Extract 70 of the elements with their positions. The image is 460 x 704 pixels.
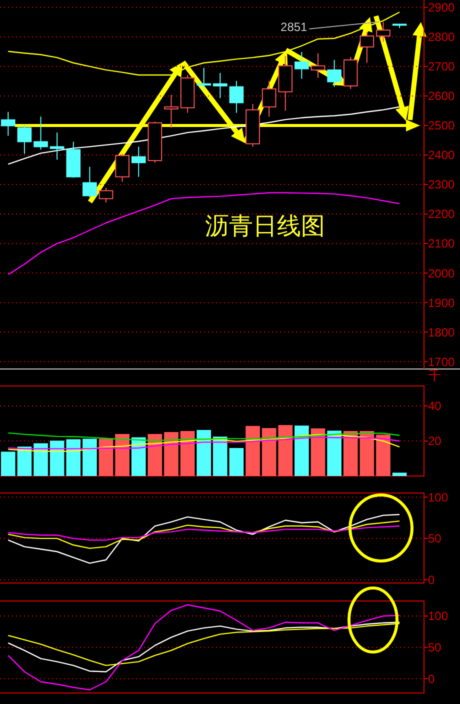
bar bbox=[34, 443, 48, 476]
bar bbox=[66, 439, 81, 476]
bar bbox=[131, 437, 146, 476]
candlestick bbox=[213, 72, 228, 99]
y-tick-label: 1700 bbox=[428, 354, 456, 369]
y-tick-label: 100 bbox=[428, 490, 448, 504]
bar bbox=[148, 434, 162, 476]
y-tick-label: 2000 bbox=[428, 266, 456, 280]
y-axis-title: 千 bbox=[428, 369, 441, 384]
bar bbox=[213, 436, 228, 476]
bar bbox=[343, 431, 358, 476]
candlestick bbox=[262, 80, 276, 118]
text: 沥青日线图 bbox=[205, 212, 325, 240]
y-tick-label: 0 bbox=[428, 572, 435, 587]
candlestick bbox=[310, 52, 326, 78]
bar bbox=[360, 431, 374, 476]
bar bbox=[115, 434, 130, 476]
y-tick-label: 1800 bbox=[428, 325, 456, 340]
candlestick bbox=[229, 80, 244, 114]
line-series bbox=[8, 12, 400, 76]
bar bbox=[82, 438, 97, 476]
candlestick bbox=[131, 146, 146, 178]
bar bbox=[196, 430, 211, 476]
y-tick-label: 50 bbox=[428, 532, 442, 546]
line-series bbox=[8, 192, 400, 276]
bar bbox=[1, 452, 16, 476]
bar bbox=[246, 426, 260, 476]
line-series bbox=[8, 525, 400, 541]
annotation: 2851 bbox=[280, 20, 308, 34]
y-tick-label: 1900 bbox=[428, 296, 456, 310]
candlestick bbox=[1, 111, 16, 136]
candlestick bbox=[50, 132, 64, 160]
bar bbox=[294, 426, 309, 476]
y-tick-label: 2200 bbox=[428, 207, 456, 222]
bar bbox=[229, 448, 244, 476]
line-series bbox=[8, 514, 400, 564]
candlestick bbox=[327, 59, 342, 88]
line-series bbox=[8, 432, 400, 442]
y-tick-label: 2300 bbox=[428, 178, 456, 192]
candlestick bbox=[164, 94, 178, 128]
bar bbox=[98, 438, 114, 476]
y-tick-label: 2800 bbox=[428, 30, 456, 44]
candlestick bbox=[278, 56, 293, 112]
bar bbox=[278, 425, 293, 476]
line-series bbox=[8, 604, 400, 690]
candlestick bbox=[376, 21, 390, 42]
bar bbox=[310, 428, 326, 476]
bar bbox=[17, 446, 32, 476]
y-tick-label: 2100 bbox=[428, 236, 456, 251]
bar bbox=[376, 434, 390, 476]
line-series bbox=[8, 106, 400, 165]
y-tick-label: 2400 bbox=[428, 148, 456, 162]
bar bbox=[180, 431, 195, 476]
y-tick-label: 2700 bbox=[428, 60, 456, 74]
bar bbox=[164, 432, 178, 476]
y-tick-label: 40 bbox=[428, 399, 442, 414]
candlestick bbox=[360, 32, 374, 64]
y-tick-label: 0 bbox=[428, 672, 435, 686]
candlestick bbox=[294, 51, 309, 80]
y-tick-label: 2600 bbox=[428, 89, 456, 104]
y-tick-label: 20 bbox=[428, 434, 442, 448]
y-tick-label: 100 bbox=[428, 609, 448, 624]
bar bbox=[327, 430, 342, 476]
y-tick-label: 2500 bbox=[428, 118, 456, 133]
y-tick-label: 2900 bbox=[428, 0, 456, 15]
bar bbox=[262, 428, 276, 476]
bar bbox=[50, 440, 64, 476]
bar bbox=[392, 472, 407, 476]
line-series bbox=[8, 520, 400, 549]
y-tick-label: 50 bbox=[428, 640, 442, 655]
